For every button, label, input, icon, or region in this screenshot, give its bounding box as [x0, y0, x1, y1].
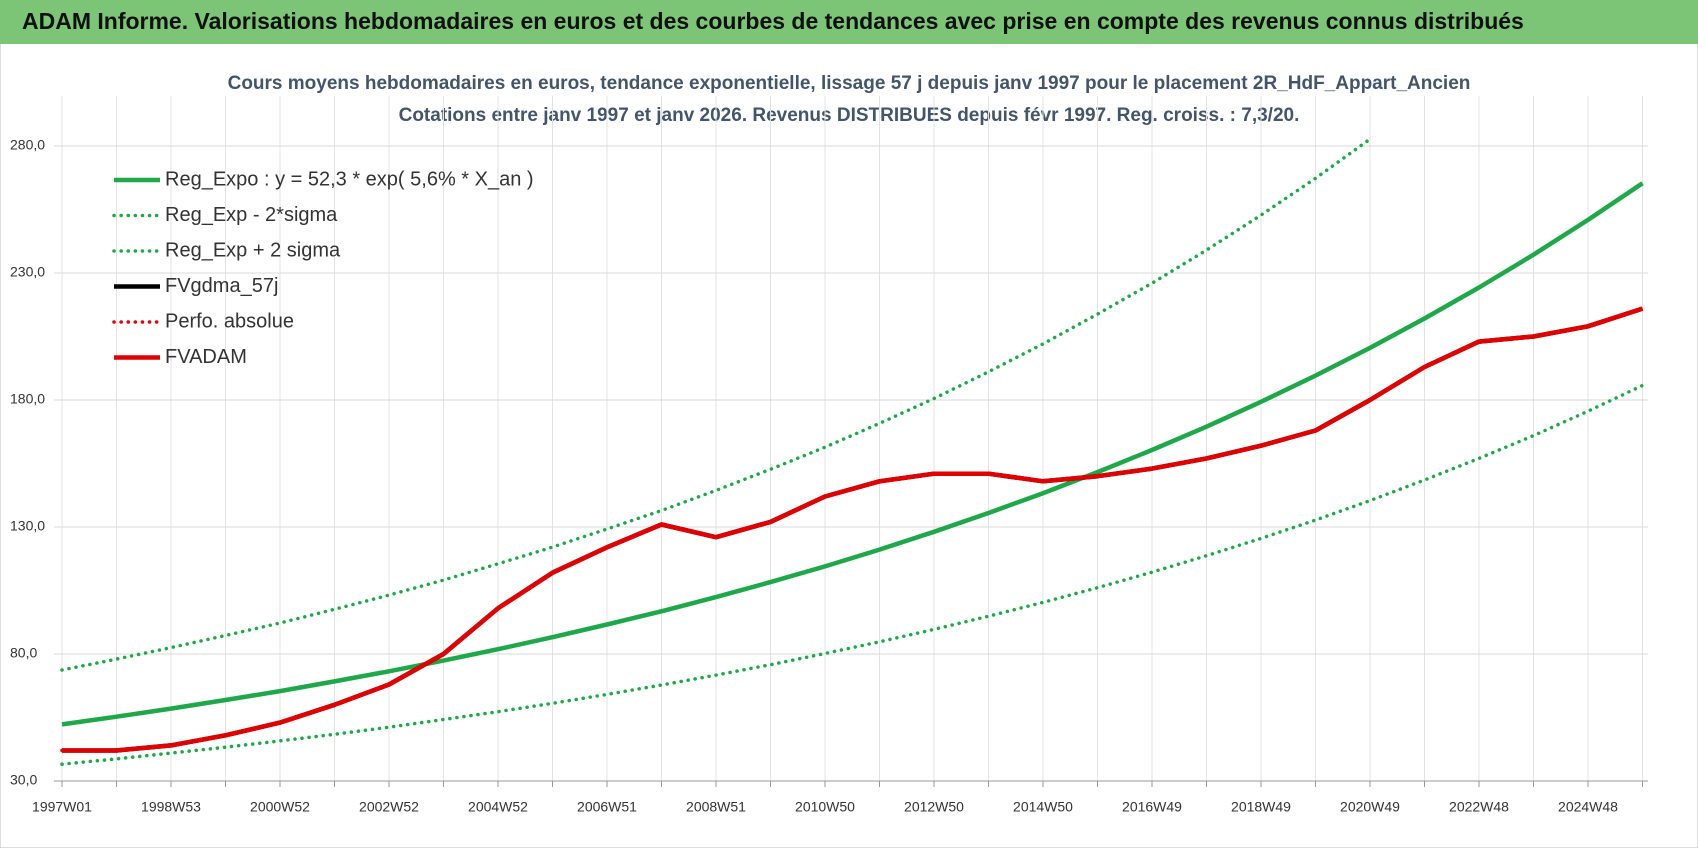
x-tick-label: 2014W50 [1013, 799, 1073, 815]
series-line [61, 181, 1644, 727]
chart-title: ADAM Informe. Valorisations hebdomadaire… [22, 8, 1524, 34]
legend-label: FVADAM [165, 346, 247, 368]
legend-label: FVgdma_57j [165, 275, 278, 297]
x-tick-label: 2012W50 [904, 799, 964, 815]
subtitle: Cours moyens hebdomadaires en euros, ten… [228, 73, 1471, 94]
x-tick-label: 2006W51 [577, 799, 637, 815]
y-tick-label: 180,0 [10, 391, 45, 407]
y-tick-label: 230,0 [10, 264, 45, 280]
y-tick-label: 30,0 [10, 772, 37, 788]
x-tick-label: 1997W01 [32, 799, 92, 815]
legend-label: Reg_Exp - 2*sigma [165, 204, 338, 226]
x-tick-label: 2004W52 [468, 799, 528, 815]
y-tick-label: 80,0 [10, 645, 37, 661]
series-line [60, 383, 1645, 766]
subtitle: Cotations entre janv 1997 et janv 2026. … [399, 105, 1300, 126]
x-tick-label: 2016W49 [1122, 799, 1182, 815]
y-tick-label: 280,0 [10, 137, 45, 153]
x-tick-label: 2020W49 [1340, 799, 1400, 815]
legend-label: Perfo. absolue [165, 310, 294, 332]
plot-area [60, 137, 1645, 766]
x-tick-label: 2024W48 [1558, 799, 1618, 815]
y-tick-label: 130,0 [10, 518, 45, 534]
legend-label: Reg_Expo : y = 52,3 * exp( 5,6% * X_an ) [165, 168, 534, 190]
x-tick-label: 2018W49 [1231, 799, 1291, 815]
x-tick-label: 2002W52 [359, 799, 419, 815]
legend-label: Reg_Exp + 2 sigma [165, 239, 341, 261]
x-tick-label: 2000W52 [250, 799, 310, 815]
x-tick-label: 1998W53 [141, 799, 201, 815]
series-line [62, 306, 1644, 753]
x-tick-label: 2008W51 [686, 799, 746, 815]
x-tick-label: 2010W50 [795, 799, 855, 815]
title-bar [0, 0, 1698, 44]
x-tick-label: 2022W48 [1449, 799, 1509, 815]
